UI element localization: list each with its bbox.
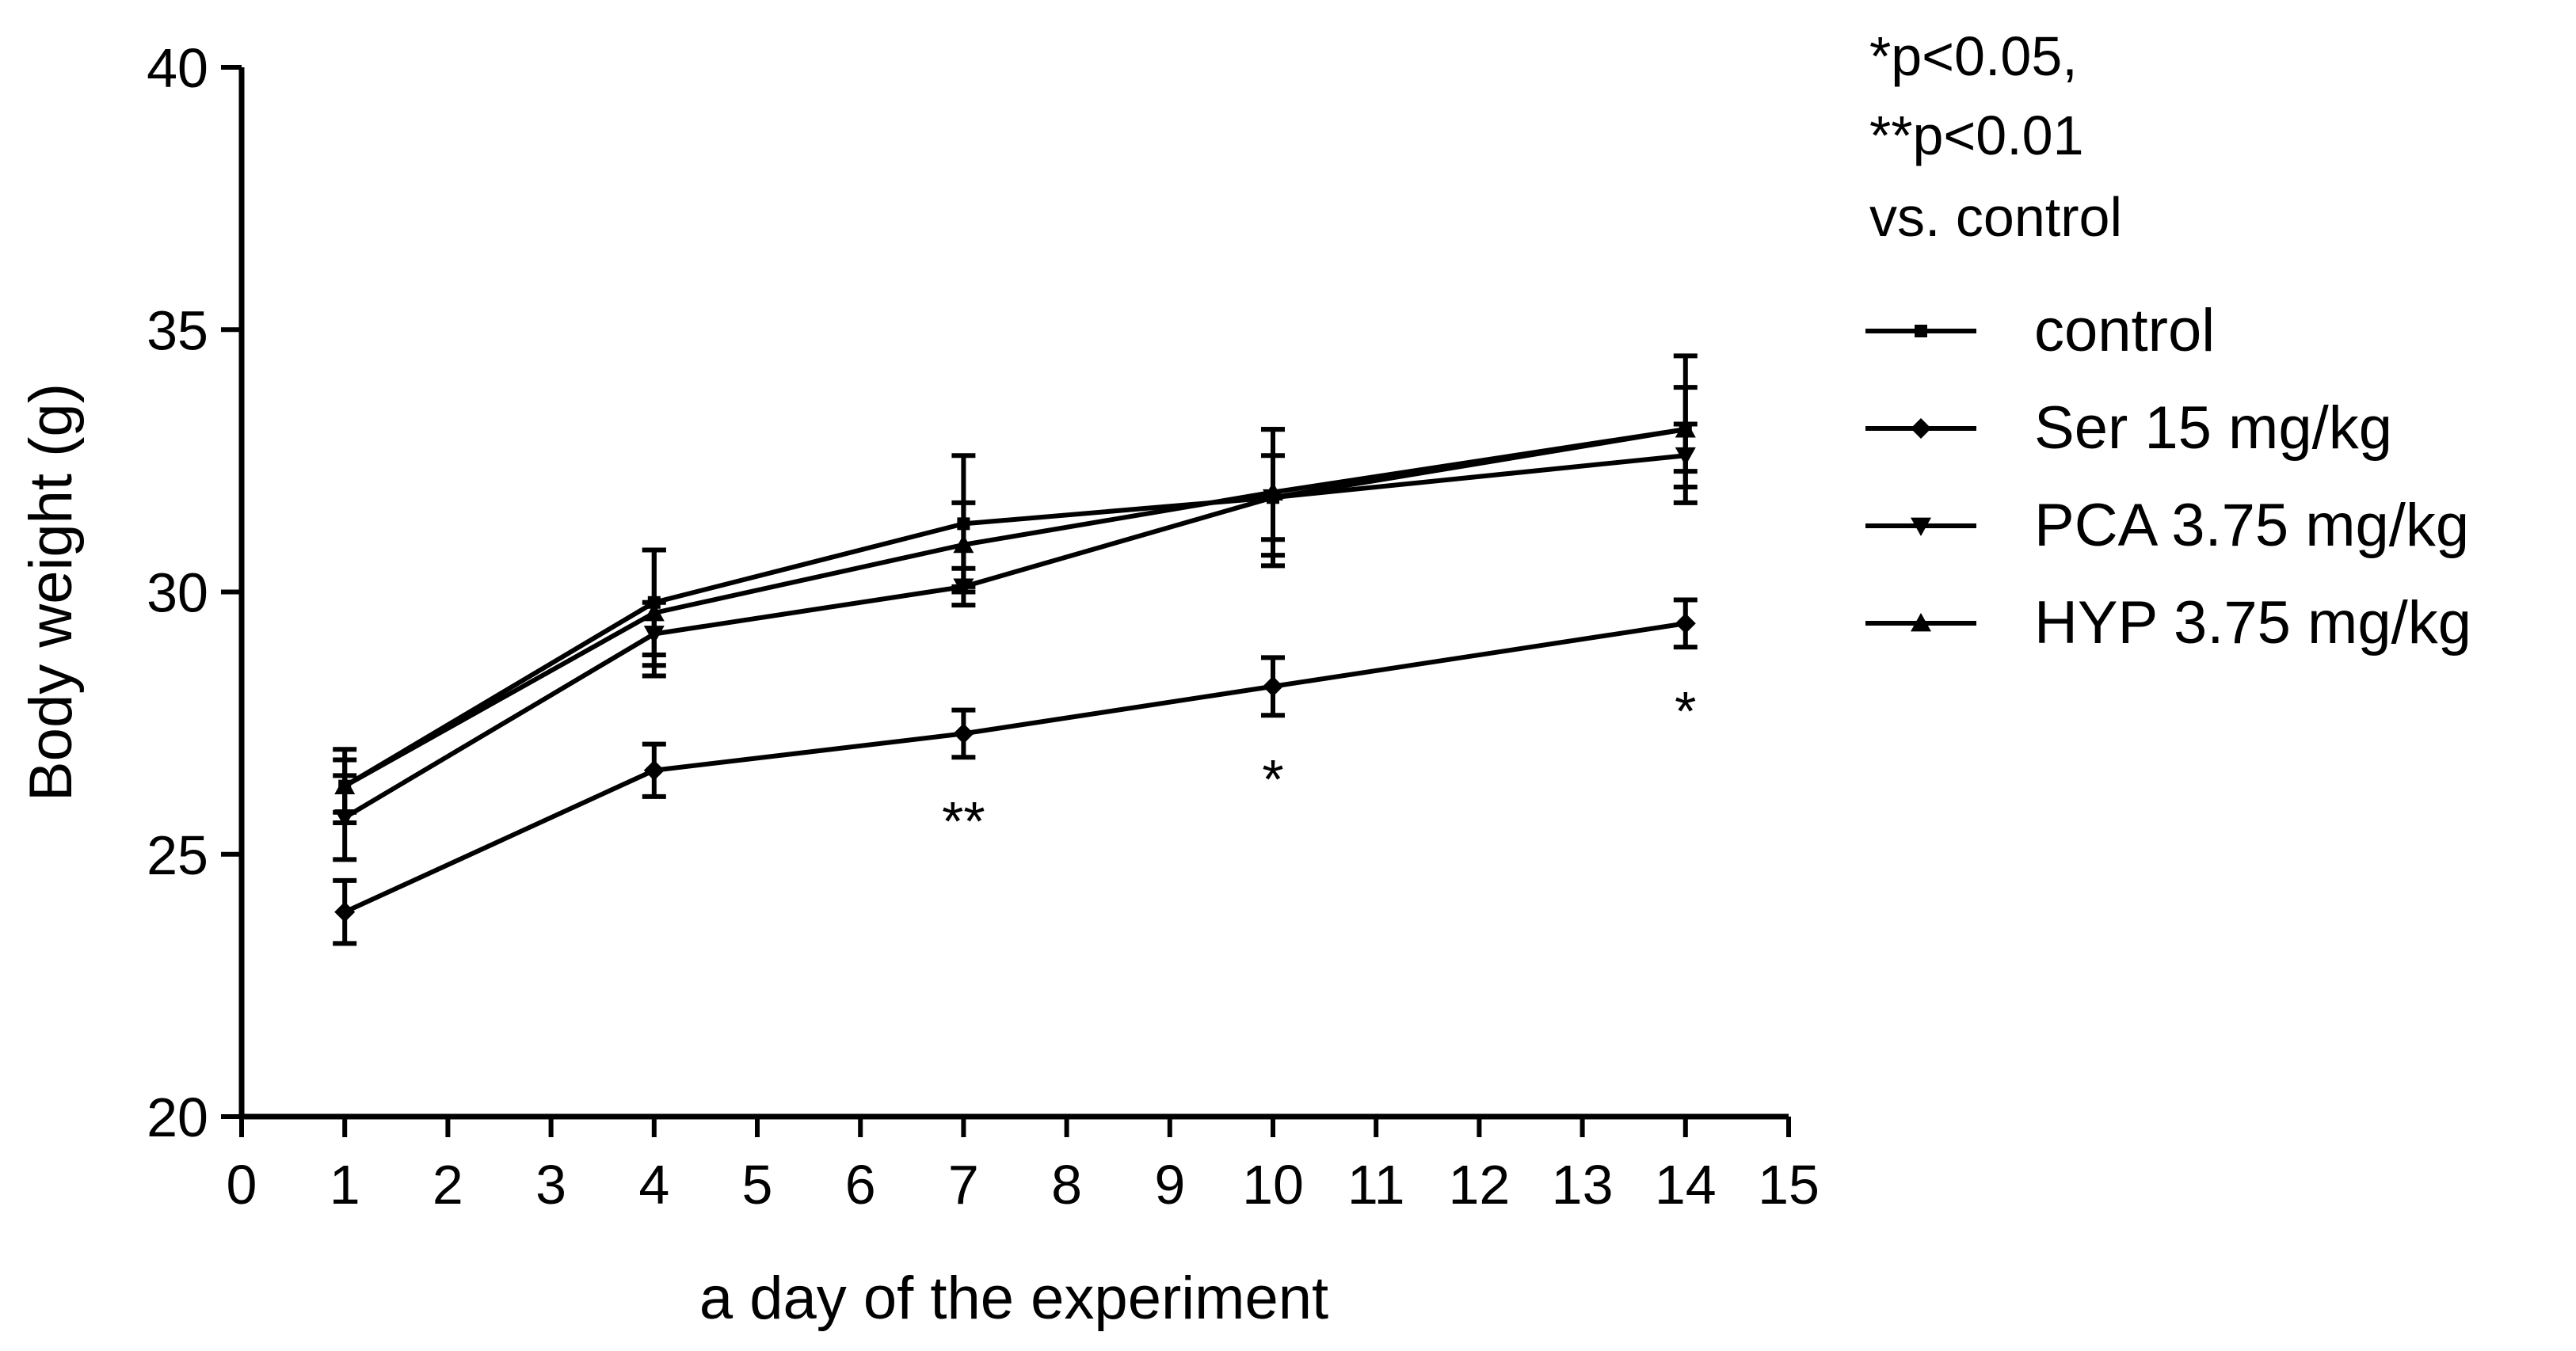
x-tick-label: 6: [845, 1154, 876, 1216]
significance-mark: *: [1262, 748, 1283, 810]
data-point: [1263, 481, 1283, 501]
y-tick-label: 35: [147, 299, 208, 361]
y-tick-label: 40: [147, 37, 208, 99]
series-2: [333, 421, 1698, 862]
x-tick-label: 1: [330, 1154, 360, 1216]
data-point: [643, 759, 665, 781]
note-line-2: **p<0.01: [1869, 105, 2084, 166]
significance-mark: *: [1675, 680, 1696, 742]
legend-item: HYP 3.75 mg/kg: [1865, 589, 2471, 656]
legend-item: control: [1865, 297, 2215, 364]
x-tick-label: 0: [227, 1154, 257, 1216]
x-tick-label: 7: [948, 1154, 979, 1216]
legend-label: control: [2034, 297, 2215, 364]
significance-mark: **: [942, 790, 985, 852]
x-ticks: 0 1 2 3 4 5 6 7 8 9 10 11 12 13 14 15: [227, 1117, 1820, 1216]
x-tick-label: 12: [1448, 1154, 1510, 1216]
legend-marker: [1911, 517, 1931, 536]
legend-marker: [1911, 613, 1931, 632]
x-tick-label: 13: [1552, 1154, 1614, 1216]
axes: [238, 67, 1789, 1120]
legend-label: Ser 15 mg/kg: [2034, 394, 2392, 462]
x-tick-label: 15: [1758, 1154, 1820, 1216]
significance-note: *p<0.05, **p<0.01 vs. control: [1869, 25, 2122, 248]
x-axis-label: a day of the experiment: [699, 1265, 1328, 1332]
data-point: [1675, 613, 1696, 634]
significance-layer: ****: [942, 680, 1696, 852]
y-tick-label: 20: [147, 1087, 208, 1148]
series-line: [343, 427, 1686, 789]
x-tick-label: 8: [1051, 1154, 1082, 1216]
x-tick-label: 3: [535, 1154, 566, 1216]
data-point: [953, 723, 974, 744]
series-line: [343, 427, 1686, 789]
x-tick-label: 10: [1242, 1154, 1304, 1216]
x-tick-label: 14: [1655, 1154, 1717, 1216]
y-ticks: 20 25 30 35 40: [147, 37, 242, 1148]
note-line-3: vs. control: [1869, 186, 2122, 248]
legend: control Ser 15 mg/kg PCA 3.75 mg/kg HYP 3.7…: [1865, 297, 2471, 656]
y-tick-label: 25: [147, 824, 208, 886]
data-point: [953, 534, 974, 554]
data-point: [1263, 676, 1283, 697]
note-line-1: *p<0.05,: [1869, 25, 2078, 87]
series-1: [333, 597, 1698, 946]
data-point: [334, 775, 356, 795]
x-tick-label: 11: [1347, 1154, 1405, 1216]
x-tick-label: 5: [742, 1154, 773, 1216]
series-line: [343, 453, 1686, 820]
x-tick-label: 4: [638, 1154, 669, 1216]
x-tick-label: 9: [1154, 1154, 1185, 1216]
legend-label: HYP 3.75 mg/kg: [2034, 589, 2471, 656]
series-0: [333, 353, 1698, 825]
legend-item: PCA 3.75 mg/kg: [1865, 492, 2469, 559]
data-point: [1675, 419, 1696, 438]
legend-label: PCA 3.75 mg/kg: [2034, 492, 2469, 559]
legend-item: Ser 15 mg/kg: [1865, 394, 2392, 462]
series-layer: [333, 353, 1698, 946]
x-tick-label: 2: [433, 1154, 463, 1216]
legend-marker: [1915, 325, 1927, 337]
legend-marker: [1911, 418, 1931, 439]
y-axis-label: Body weight (g): [17, 383, 85, 801]
y-tick-label: 30: [147, 562, 208, 624]
data-point: [643, 603, 665, 622]
data-point: [334, 901, 356, 923]
series-3: [333, 385, 1698, 815]
